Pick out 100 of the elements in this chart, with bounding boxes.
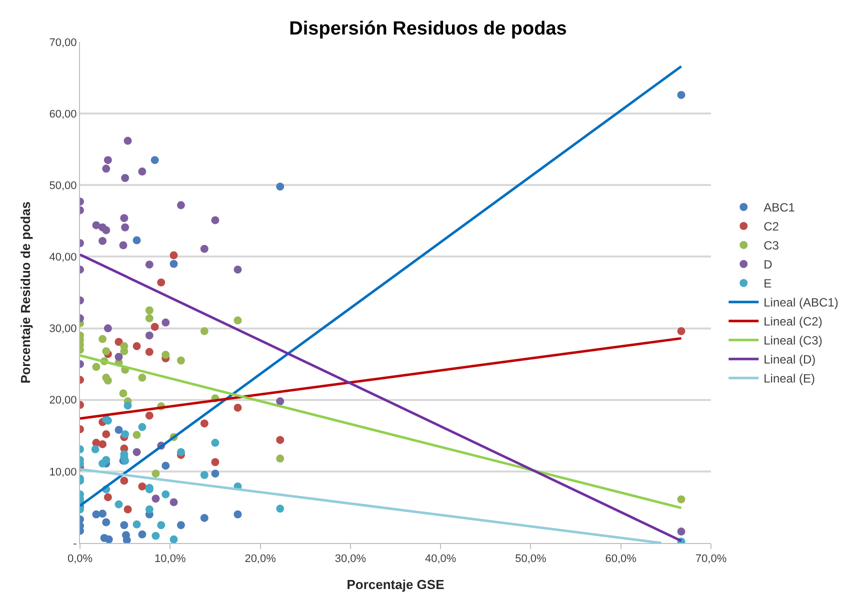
point	[114, 500, 123, 508]
y-tick-label: 30,00	[49, 323, 77, 336]
point	[121, 430, 130, 438]
point	[157, 521, 166, 530]
point	[104, 156, 112, 164]
legend-label: E	[764, 276, 772, 291]
point	[170, 535, 178, 543]
point	[119, 241, 128, 250]
point	[122, 536, 131, 543]
point	[104, 493, 112, 502]
point	[234, 404, 242, 412]
y-tick-label: 50,00	[49, 180, 77, 192]
x-tick-label: 40,0%	[424, 553, 456, 566]
point	[138, 530, 146, 538]
point	[114, 352, 123, 361]
point	[176, 448, 185, 456]
point	[150, 322, 159, 331]
point	[145, 260, 154, 269]
point	[677, 327, 686, 336]
point	[102, 226, 110, 234]
point	[162, 350, 170, 359]
point	[234, 510, 242, 518]
y-tick-label: -	[73, 538, 78, 550]
point	[145, 314, 154, 322]
legend-label: ABC1	[764, 200, 796, 215]
point	[104, 535, 113, 543]
point	[276, 436, 284, 444]
point	[121, 223, 130, 232]
chart-title: Dispersión Residuos de podas	[289, 18, 567, 40]
point	[124, 136, 132, 145]
point	[152, 494, 160, 503]
point	[200, 471, 208, 480]
point	[176, 356, 185, 364]
point	[162, 490, 170, 498]
point	[102, 430, 110, 438]
point	[120, 476, 128, 485]
point	[138, 374, 146, 382]
y-axis-title: Porcentaje Residuo de podas	[18, 201, 34, 384]
point	[102, 347, 110, 356]
point	[104, 376, 112, 385]
point	[234, 266, 242, 274]
point	[162, 462, 170, 470]
point	[234, 316, 242, 324]
x-tick-label: 10,0%	[154, 553, 186, 566]
legend-label: D	[764, 258, 773, 272]
point	[102, 456, 110, 464]
legend-label: C2	[764, 220, 780, 234]
x-tick-label: 30,0%	[334, 553, 366, 566]
point	[124, 402, 132, 410]
point	[145, 331, 154, 340]
x-tick-label: 60,0%	[605, 553, 637, 566]
legend-label: Lineal (D)	[764, 352, 816, 367]
point	[150, 156, 159, 164]
point	[211, 470, 220, 478]
point	[119, 389, 128, 398]
point	[120, 521, 128, 530]
point	[114, 426, 123, 434]
point	[132, 520, 141, 528]
x-tick-label: 0,0%	[67, 553, 93, 566]
x-tick-label: 20,0%	[244, 553, 276, 566]
point	[152, 532, 160, 540]
y-tick-label: 40,00	[49, 252, 77, 264]
point	[102, 164, 110, 173]
point	[132, 448, 141, 456]
point	[138, 423, 146, 432]
point	[170, 498, 178, 506]
point	[132, 342, 141, 350]
point	[162, 318, 170, 327]
x-tick-label: 70,0%	[695, 553, 727, 566]
point	[104, 324, 112, 332]
point	[145, 306, 154, 314]
point	[145, 412, 154, 420]
x-tick-label: 50,0%	[515, 553, 547, 566]
point	[138, 168, 146, 176]
point	[152, 470, 160, 478]
point	[132, 236, 141, 244]
point	[200, 244, 208, 253]
point	[145, 348, 154, 356]
point	[98, 335, 107, 344]
point	[200, 327, 208, 336]
y-tick-label: 70,00	[49, 36, 77, 49]
point	[276, 182, 284, 191]
point	[276, 454, 284, 463]
point	[211, 458, 220, 466]
x-axis-title: Porcentaje GSE	[346, 576, 445, 592]
point	[200, 514, 208, 522]
point	[102, 518, 110, 526]
legend-label: C3	[764, 238, 780, 253]
point	[124, 505, 132, 514]
point	[157, 278, 166, 286]
point	[176, 201, 185, 210]
legend-label: Lineal (C2)	[764, 314, 822, 329]
point	[170, 251, 178, 260]
point	[92, 362, 100, 371]
point	[98, 510, 107, 518]
point	[121, 174, 130, 182]
legend-label: Lineal (ABC1)	[764, 296, 838, 310]
point	[170, 260, 178, 268]
y-tick-label: 60,00	[49, 108, 77, 120]
point	[132, 430, 141, 439]
